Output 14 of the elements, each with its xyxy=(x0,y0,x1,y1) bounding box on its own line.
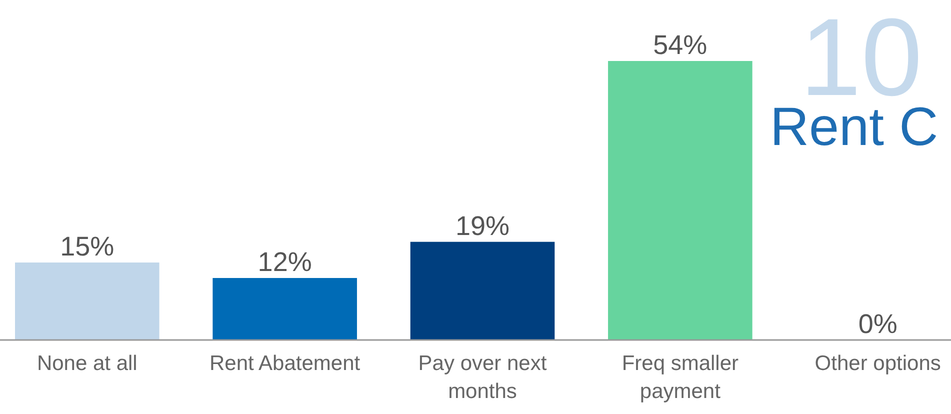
x-tick-label: None at all xyxy=(36,352,138,375)
x-tick-label: Pay over next months xyxy=(418,352,547,403)
data-label: 12% xyxy=(258,247,312,277)
x-tick-label: Rent Abatement xyxy=(210,352,360,375)
bar xyxy=(608,61,752,340)
x-tick-label: Other options xyxy=(814,352,941,375)
data-label: 19% xyxy=(455,210,510,241)
bar xyxy=(15,262,160,340)
data-label: 0% xyxy=(858,309,898,339)
bar xyxy=(212,278,357,340)
x-tick-label: Freq smaller payment xyxy=(622,352,739,403)
bar xyxy=(410,242,555,340)
data-label: 54% xyxy=(653,30,708,60)
data-label: 15% xyxy=(60,232,114,262)
